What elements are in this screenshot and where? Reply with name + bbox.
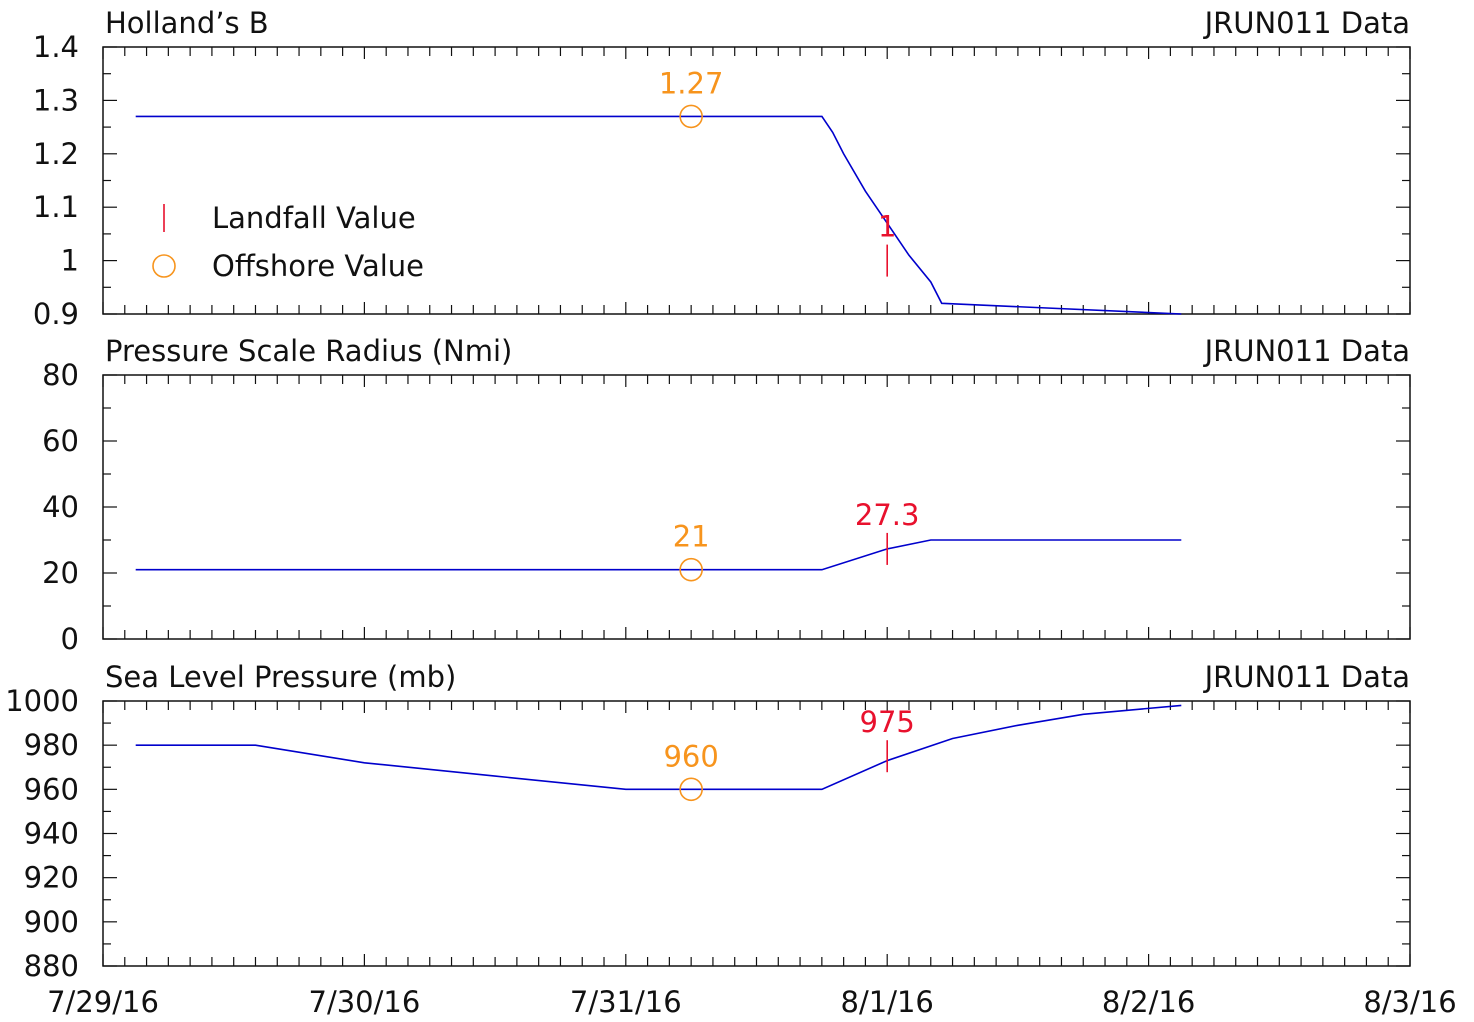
- offshore-value-label: 1.27: [659, 66, 724, 100]
- y-tick-label: 40: [42, 490, 79, 524]
- y-tick-label: 920: [24, 861, 79, 895]
- offshore-marker: [679, 557, 703, 582]
- pressure-scale-radius-panel: 0 20 40 60 80 Pressure Scale Radius (Nmi) JRUN…: [42, 334, 1411, 656]
- landfall-value-label: 1: [878, 210, 896, 244]
- data-source-label: JRUN011 Data: [1203, 6, 1410, 40]
- y-tick-label: 60: [42, 424, 79, 458]
- y-tick-label: 0: [61, 622, 79, 656]
- x-tick-label: 7/31/16: [570, 985, 682, 1019]
- y-tick-label: 1.4: [33, 30, 79, 64]
- y-tick-label: 80: [42, 358, 79, 392]
- series-line: [135, 115, 1182, 315]
- y-tick-label: 1.3: [33, 83, 79, 117]
- plot-frame: [102, 700, 1411, 967]
- landfall-value-label: 27.3: [855, 498, 920, 532]
- offshore-marker: [679, 104, 703, 129]
- landfall-value-label: 975: [860, 705, 915, 739]
- legend-landfall-label: Landfall Value: [212, 201, 416, 235]
- legend-offshore-symbol: [152, 254, 176, 278]
- x-tick-label: 8/2/16: [1102, 985, 1195, 1019]
- panel-title: Pressure Scale Radius (Nmi): [105, 334, 512, 368]
- legend: Landfall Value Offshore Value: [152, 201, 424, 283]
- y-tick-label: 1.1: [33, 190, 79, 224]
- y-tick-label: 20: [42, 556, 79, 590]
- y-tick-label: 980: [24, 728, 79, 762]
- data-source-label: JRUN011 Data: [1203, 334, 1410, 368]
- y-tick-label: 1000: [5, 684, 79, 718]
- x-tick-label: 7/30/16: [309, 985, 421, 1019]
- x-tick-label: 8/1/16: [841, 985, 934, 1019]
- legend-offshore-label: Offshore Value: [212, 249, 424, 283]
- offshore-value-label: 960: [663, 739, 718, 773]
- x-axis-labels: 7/29/16 7/30/16 7/31/16 8/1/16 8/2/16 8/3/16: [47, 985, 1457, 1019]
- y-tick-label: 900: [24, 905, 79, 939]
- y-tick-label: 1: [61, 244, 79, 278]
- plot-frame: [102, 374, 1411, 640]
- x-tick-label: 7/29/16: [47, 985, 159, 1019]
- series-line: [135, 704, 1182, 791]
- data-source-label: JRUN011 Data: [1203, 660, 1410, 694]
- y-tick-label: 1.2: [33, 137, 79, 171]
- y-tick-label: 0.9: [33, 297, 79, 331]
- y-tick-label: 960: [24, 772, 79, 806]
- hollands-b-panel: 0.9 1 1.1 1.2 1.3 1.4 Holland’s B JRUN011 Data 1…: [33, 6, 1411, 331]
- sea-level-pressure-panel: 880 900 920 940 960 980 1000 Sea Level Pressure…: [5, 660, 1411, 983]
- panel-title: Sea Level Pressure (mb): [105, 660, 456, 694]
- panel-title: Holland’s B: [105, 6, 269, 40]
- x-tick-label: 8/3/16: [1363, 985, 1456, 1019]
- offshore-marker: [679, 777, 703, 802]
- series-line: [135, 539, 1182, 571]
- offshore-value-label: 21: [673, 520, 710, 554]
- y-tick-label: 880: [24, 949, 79, 983]
- y-tick-label: 940: [24, 817, 79, 851]
